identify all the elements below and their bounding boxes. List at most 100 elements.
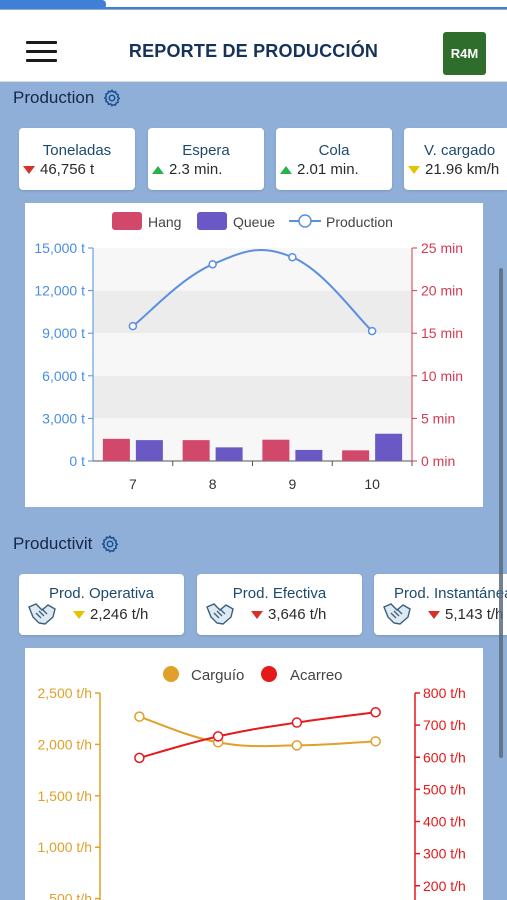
kpi-card-cola[interactable]: Cola 2.01 min. [276, 128, 392, 190]
kpi-card-prod-operativa[interactable]: Prod. Operativa 2,246 t/h [19, 574, 184, 635]
y-right-tick-label: 200 t/h [423, 878, 466, 894]
legend-label-hang: Hang [148, 214, 181, 230]
kpi-card-toneladas[interactable]: Toneladas 46,756 t [19, 128, 135, 190]
production-section-label: Production [13, 88, 95, 107]
x-tick-label: 8 [209, 476, 217, 492]
y-right-tick-label: 500 t/h [423, 781, 466, 797]
legend-marker-carguio [163, 666, 179, 682]
kpi-label: Prod. Instantánea [394, 585, 507, 602]
production-point [288, 252, 297, 262]
legend-label-carguio: Carguío [191, 667, 244, 684]
carguio-point [291, 740, 303, 751]
kpi-value: 3,646 t/h [268, 606, 327, 623]
carguio-point [370, 736, 381, 747]
bar-hang [342, 450, 370, 461]
trend-down-icon [251, 610, 263, 619]
production-chart-panel: 0 t 3,000 t 6,000 t 9,000 t 12,000 t 15,000 t… [25, 203, 483, 507]
y-right-tick-label: 400 t/h [423, 814, 466, 830]
legend-swatch-queue [197, 212, 227, 230]
y-right-tick-label: 600 t/h [423, 749, 466, 765]
bar-queue [295, 449, 323, 461]
chart-grid-band [93, 333, 412, 376]
bar-queue [375, 433, 403, 461]
kpi-label: Toneladas [42, 142, 112, 159]
kpi-card-prod-instantanea[interactable]: Prod. Instantánea 5,143 t/h [374, 574, 507, 635]
hamburger-icon[interactable] [26, 41, 57, 63]
y-right-tick-label: 700 t/h [423, 717, 466, 733]
production-line [132, 248, 373, 332]
acarreo-line [139, 711, 376, 759]
y-right-tick-label: 25 min [421, 240, 463, 256]
app-header: REPORTE DE PRODUCCIÓN R4M [0, 10, 507, 82]
trend-down-icon [408, 165, 420, 174]
y-left-tick-label: 2,000 t/h [38, 736, 93, 752]
productivity-chart-panel: 500 t/h 1,000 t/h 1,500 t/h 2,000 t/h 2,500 … [25, 648, 483, 900]
handshake-icon [383, 603, 411, 625]
y-right-tick-label: 0 min [421, 453, 455, 469]
legend-label-acarreo: Acarreo [290, 667, 343, 684]
y-right-tick-label: 5 min [421, 410, 455, 426]
trend-down-icon [23, 165, 35, 174]
kpi-label: Prod. Efectiva [232, 585, 327, 602]
y-left-tick-label: 6,000 t [42, 368, 85, 384]
acarreo-point [134, 752, 145, 764]
bar-hang [182, 440, 210, 461]
kpi-card-v-cargado[interactable]: V. cargado 21.96 km/h [404, 128, 507, 190]
y-left-tick-label: 15,000 t [34, 240, 85, 256]
production-section-title: Production [13, 88, 122, 108]
y-right-tick-label: 300 t/h [423, 846, 466, 862]
acarreo-point [370, 707, 381, 718]
kpi-label: Espera [182, 142, 230, 159]
bar-queue [135, 440, 163, 461]
acarreo-point [212, 731, 224, 742]
y-left-tick-label: 12,000 t [34, 283, 85, 299]
y-left-tick-label: 1,000 t/h [38, 839, 93, 855]
scrollbar[interactable] [499, 268, 503, 758]
acarreo-point [291, 717, 303, 728]
trend-up-icon [280, 165, 292, 174]
y-left-tick-label: 3,000 t [42, 410, 85, 426]
legend-marker-acarreo [261, 666, 277, 682]
legend-label-production: Production [326, 214, 393, 230]
loading-progress-bar [0, 0, 507, 9]
production-point [128, 321, 138, 331]
production-point [208, 260, 217, 269]
handshake-icon [206, 603, 234, 625]
trend-up-icon [152, 165, 164, 174]
y-right-tick-label: 15 min [421, 325, 463, 341]
y-left-tick-label: 9,000 t [42, 325, 85, 341]
kpi-card-prod-efectiva[interactable]: Prod. Efectiva 3,646 t/h [197, 574, 362, 635]
productivity-chart: 500 t/h 1,000 t/h 1,500 t/h 2,000 t/h 2,500 … [38, 666, 466, 900]
legend-swatch-hang [112, 212, 142, 230]
y-left-tick-label: 2,500 t/h [38, 685, 93, 701]
chart-grid-band [93, 375, 412, 419]
y-right-tick-label: 10 min [421, 368, 463, 384]
trend-down-icon [428, 610, 440, 619]
bar-queue [215, 447, 243, 461]
x-tick-label: 10 [364, 476, 380, 492]
bar-hang [262, 439, 290, 461]
carguio-point [134, 711, 145, 722]
kpi-label: Cola [318, 142, 350, 159]
gear-icon[interactable] [100, 534, 120, 554]
chart-grid-band [93, 290, 412, 334]
handshake-icon [28, 603, 56, 625]
productivity-section-label: Productivit [13, 534, 93, 553]
page-title: REPORTE DE PRODUCCIÓN [128, 41, 379, 61]
kpi-value: 5,143 t/h [445, 606, 504, 623]
kpi-label: V. cargado [424, 142, 496, 159]
loading-progress-fill [0, 0, 107, 9]
legend-label-queue: Queue [233, 214, 275, 230]
kpi-card-espera[interactable]: Espera 2.3 min. [148, 128, 264, 190]
y-left-tick-label: 0 t [69, 453, 85, 469]
kpi-value: 2.01 min. [297, 161, 359, 178]
y-left-tick-label: 1,500 t/h [38, 788, 93, 804]
trend-down-icon [73, 610, 85, 619]
gear-icon[interactable] [102, 88, 122, 108]
kpi-value: 2,246 t/h [90, 606, 149, 623]
kpi-value: 21.96 km/h [425, 161, 500, 178]
company-logo: R4M [443, 32, 486, 75]
y-right-tick-label: 800 t/h [423, 685, 466, 701]
chart-grid-band [93, 248, 412, 291]
bar-hang [102, 438, 130, 461]
